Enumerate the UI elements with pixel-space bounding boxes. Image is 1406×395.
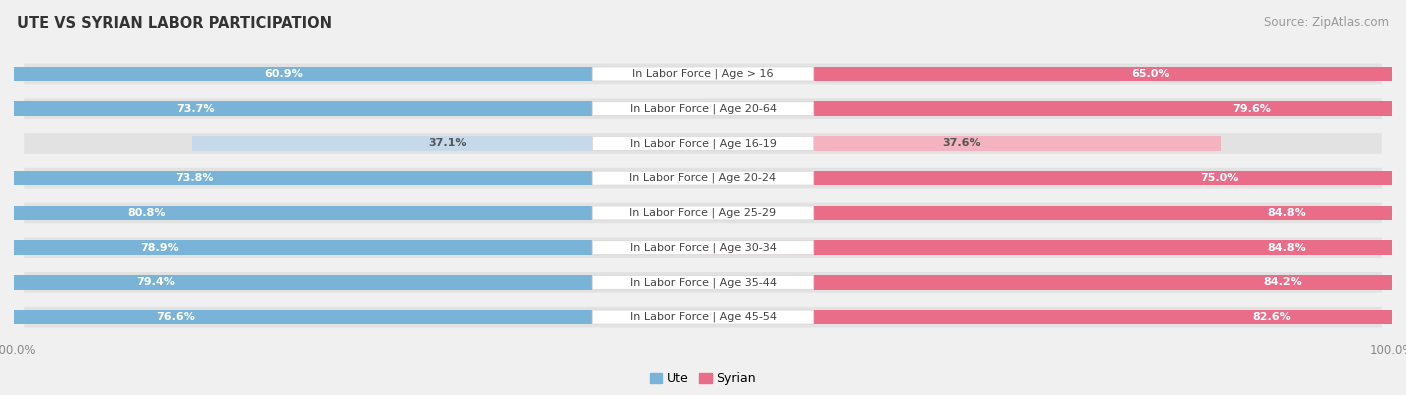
Text: 84.8%: 84.8% — [1268, 243, 1306, 253]
Text: 84.2%: 84.2% — [1264, 277, 1302, 288]
Text: 76.6%: 76.6% — [156, 312, 194, 322]
Text: 65.0%: 65.0% — [1132, 69, 1170, 79]
Bar — [703, 275, 1406, 290]
Bar — [703, 102, 1406, 116]
Text: In Labor Force | Age > 16: In Labor Force | Age > 16 — [633, 69, 773, 79]
Text: 37.6%: 37.6% — [943, 138, 981, 149]
FancyBboxPatch shape — [24, 64, 1382, 84]
Text: 79.4%: 79.4% — [136, 277, 176, 288]
FancyBboxPatch shape — [24, 168, 1382, 188]
Bar — [703, 171, 1406, 185]
FancyBboxPatch shape — [592, 171, 814, 185]
Text: 73.8%: 73.8% — [176, 173, 214, 183]
Text: 84.8%: 84.8% — [1268, 208, 1306, 218]
FancyBboxPatch shape — [24, 237, 1382, 258]
Bar — [0, 206, 703, 220]
Bar — [191, 136, 703, 151]
FancyBboxPatch shape — [592, 206, 814, 220]
Text: 60.9%: 60.9% — [264, 69, 302, 79]
Bar — [703, 206, 1406, 220]
Bar — [0, 275, 703, 290]
Legend: Ute, Syrian: Ute, Syrian — [650, 372, 756, 386]
Bar — [0, 102, 703, 116]
Text: 80.8%: 80.8% — [127, 208, 166, 218]
Text: In Labor Force | Age 20-24: In Labor Force | Age 20-24 — [630, 173, 776, 183]
FancyBboxPatch shape — [592, 136, 814, 150]
Text: In Labor Force | Age 45-54: In Labor Force | Age 45-54 — [630, 312, 776, 322]
Text: In Labor Force | Age 35-44: In Labor Force | Age 35-44 — [630, 277, 776, 288]
FancyBboxPatch shape — [24, 272, 1382, 293]
FancyBboxPatch shape — [24, 307, 1382, 327]
Text: In Labor Force | Age 20-64: In Labor Force | Age 20-64 — [630, 103, 776, 114]
FancyBboxPatch shape — [592, 310, 814, 324]
Bar — [0, 171, 703, 185]
Text: 73.7%: 73.7% — [176, 103, 215, 114]
Bar — [0, 240, 703, 255]
Text: 37.1%: 37.1% — [429, 138, 467, 149]
FancyBboxPatch shape — [592, 275, 814, 290]
Bar — [703, 67, 1406, 81]
Bar — [703, 136, 1220, 151]
Bar — [703, 240, 1406, 255]
Bar — [0, 310, 703, 324]
FancyBboxPatch shape — [592, 67, 814, 81]
Text: In Labor Force | Age 30-34: In Labor Force | Age 30-34 — [630, 243, 776, 253]
Text: UTE VS SYRIAN LABOR PARTICIPATION: UTE VS SYRIAN LABOR PARTICIPATION — [17, 16, 332, 31]
Text: In Labor Force | Age 16-19: In Labor Force | Age 16-19 — [630, 138, 776, 149]
Text: 82.6%: 82.6% — [1253, 312, 1292, 322]
Text: 78.9%: 78.9% — [141, 243, 179, 253]
Text: 75.0%: 75.0% — [1201, 173, 1239, 183]
FancyBboxPatch shape — [592, 102, 814, 116]
Bar — [703, 310, 1406, 324]
Bar — [0, 67, 703, 81]
FancyBboxPatch shape — [592, 241, 814, 255]
FancyBboxPatch shape — [24, 98, 1382, 119]
FancyBboxPatch shape — [24, 133, 1382, 154]
FancyBboxPatch shape — [24, 203, 1382, 223]
Text: Source: ZipAtlas.com: Source: ZipAtlas.com — [1264, 16, 1389, 29]
Text: In Labor Force | Age 25-29: In Labor Force | Age 25-29 — [630, 208, 776, 218]
Text: 79.6%: 79.6% — [1232, 103, 1271, 114]
